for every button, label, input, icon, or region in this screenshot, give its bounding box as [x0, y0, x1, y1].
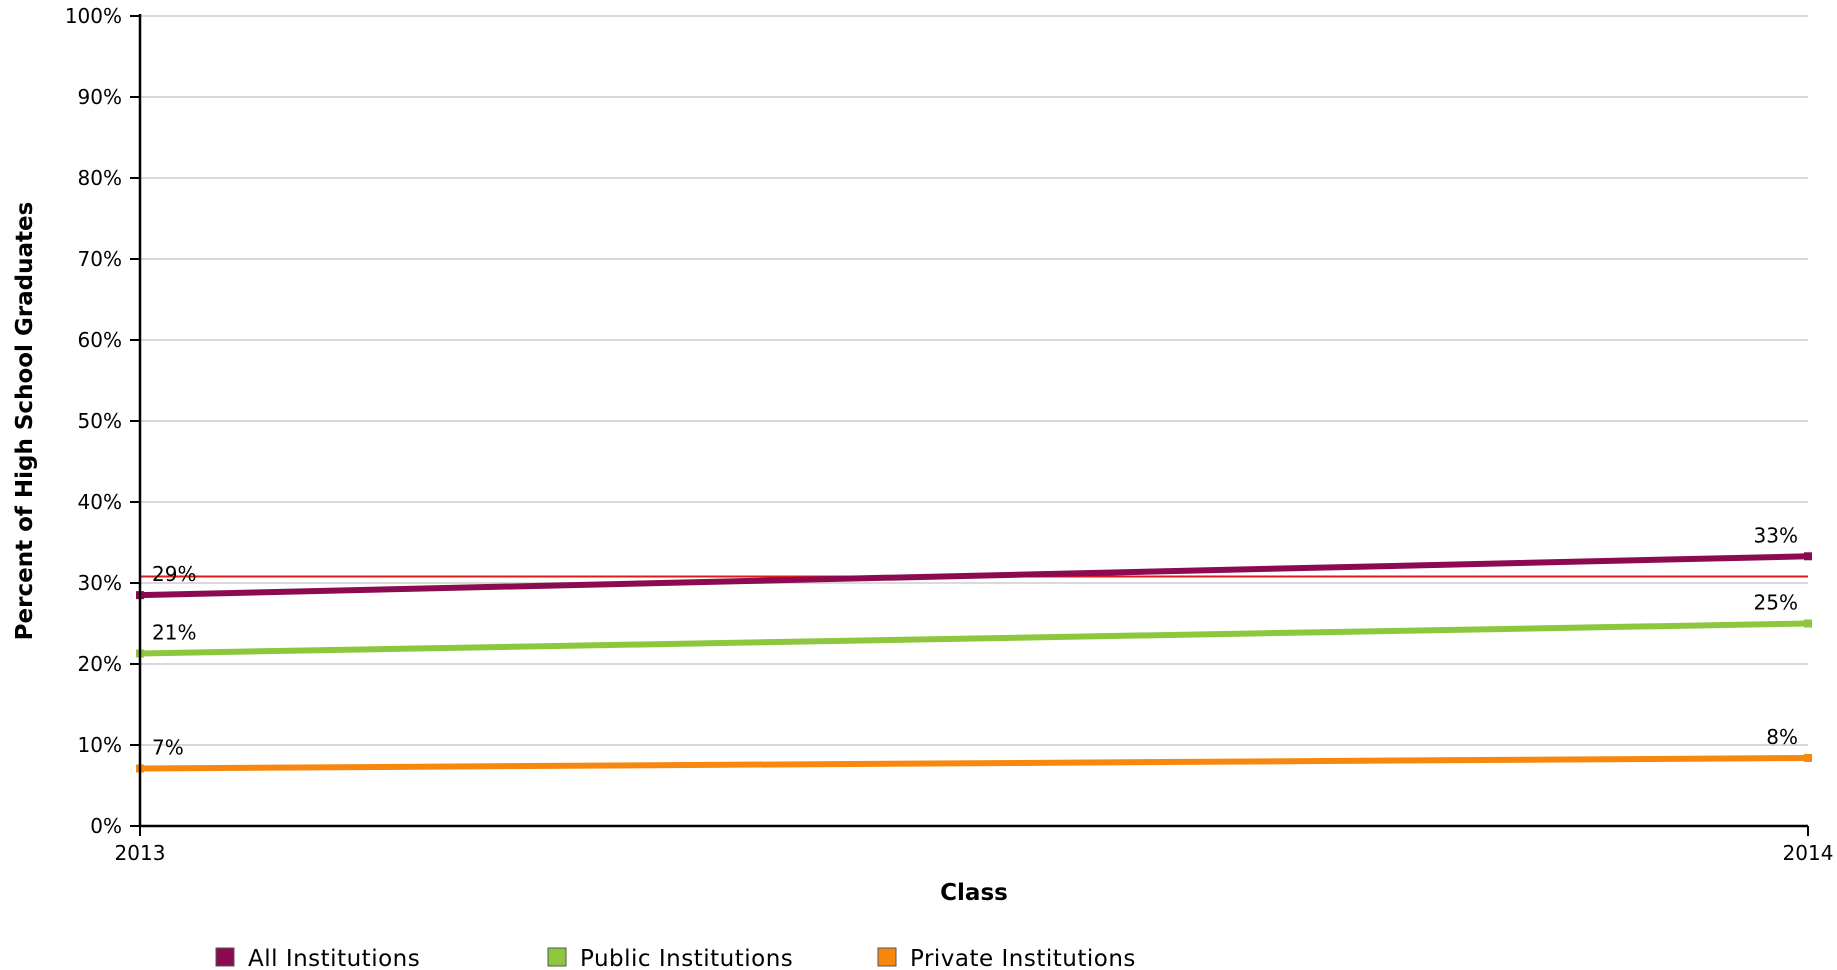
y-tick-label: 40% — [78, 490, 122, 514]
legend-label: Public Institutions — [580, 946, 793, 970]
data-point — [1804, 552, 1812, 561]
data-label: 7% — [152, 735, 184, 759]
y-tick-label: 100% — [65, 4, 122, 28]
legend-swatch — [877, 947, 897, 967]
series-line-public-institutions — [139, 620, 1809, 657]
legend-label: All Institutions — [248, 946, 420, 970]
data-label: 21% — [152, 620, 196, 644]
legend-item: Private Institutions — [877, 946, 1136, 970]
data-point — [1804, 619, 1812, 628]
series-line-private-institutions — [139, 754, 1809, 772]
data-point — [1804, 753, 1812, 762]
legend-swatch — [215, 947, 235, 967]
y-tick-label: 20% — [78, 652, 122, 676]
x-tick-label: 2013 — [115, 841, 166, 865]
legend-label: Private Institutions — [910, 946, 1136, 970]
legend: All Institutions Public Institutions Priva… — [215, 946, 1136, 970]
gridlines — [140, 15, 1808, 746]
series-line-all-institutions — [139, 553, 1809, 599]
y-tick-label: 0% — [90, 814, 122, 838]
legend-item: All Institutions — [215, 946, 420, 970]
y-tick-label: 70% — [78, 247, 122, 271]
data-labels: 29% 33% 21% 25% 7% 8% — [152, 523, 1798, 759]
data-label: 33% — [1754, 523, 1798, 547]
y-tick-label: 10% — [78, 733, 122, 757]
series-layer — [136, 552, 1812, 773]
y-tick-label: 90% — [78, 85, 122, 109]
axes: 0% 10% 20% 30% 40% 50% 60% 70% 80% 90% 100% 2013 201… — [12, 4, 1833, 906]
legend-item: Public Institutions — [547, 946, 793, 970]
data-label: 25% — [1754, 591, 1798, 615]
data-label: 29% — [152, 562, 196, 586]
x-axis-title: Class — [940, 880, 1008, 906]
y-tick-label: 60% — [78, 328, 122, 352]
y-tick-label: 30% — [78, 571, 122, 595]
y-tick-label: 80% — [78, 166, 122, 190]
legend-swatch — [547, 947, 567, 967]
x-tick-label: 2014 — [1783, 841, 1834, 865]
y-axis-title: Percent of High School Graduates — [12, 202, 38, 641]
y-tick-label: 50% — [78, 409, 122, 433]
data-label: 8% — [1766, 725, 1798, 749]
